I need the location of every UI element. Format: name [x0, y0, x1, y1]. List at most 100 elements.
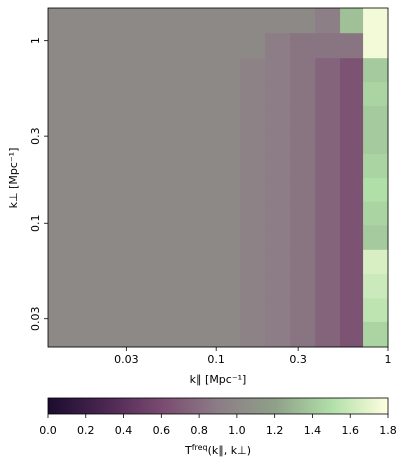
- heatmap-cell: [48, 129, 241, 155]
- heatmap-cell: [290, 321, 316, 348]
- y-tick-label: 0.3: [29, 127, 42, 145]
- heatmap-cell: [363, 153, 389, 179]
- heatmap-cell: [363, 249, 389, 275]
- heatmap-cell: [340, 8, 364, 34]
- heatmap-cell: [315, 57, 341, 83]
- heatmap-cell: [240, 273, 266, 299]
- heatmap-cell: [290, 105, 316, 131]
- heatmap-cell: [240, 249, 266, 275]
- heatmap-cell: [48, 57, 241, 83]
- heatmap-cell: [363, 201, 389, 226]
- heatmap-cell: [48, 201, 241, 226]
- heatmap-cell: [315, 8, 341, 34]
- heatmap-cell: [315, 105, 341, 131]
- heatmap-cell: [315, 32, 341, 59]
- colorbar: [47, 397, 389, 415]
- heatmap-cell: [363, 57, 389, 83]
- heatmap-cell: [265, 321, 291, 348]
- heatmap-cell: [265, 57, 291, 83]
- heatmap-cell: [340, 57, 364, 83]
- heatmap-cell: [240, 297, 266, 322]
- heatmap-cell: [48, 321, 241, 348]
- heatmap-cell: [48, 249, 241, 275]
- heatmap-cell: [240, 105, 266, 131]
- heatmap-cell: [265, 32, 291, 59]
- heatmap-cell: [340, 297, 364, 322]
- heatmap-cell: [363, 273, 389, 299]
- heatmap-cell: [315, 81, 341, 107]
- colorbar-tick-label: 1.2: [266, 424, 284, 437]
- colorbar-label: Tfreq(k∥, k⊥): [184, 443, 251, 458]
- heatmap-cell: [265, 297, 291, 322]
- heatmap-cell: [48, 273, 241, 299]
- x-tick-label: 0.03: [114, 353, 139, 366]
- colorbar-tick-label: 0.0: [39, 424, 57, 437]
- colorbar-label-base: T: [184, 444, 192, 457]
- heatmap-cell: [340, 32, 364, 59]
- heatmap-cell: [290, 8, 316, 34]
- heatmap-cell: [315, 177, 341, 202]
- heatmap-cell: [315, 321, 341, 348]
- heatmap-cell: [240, 177, 266, 202]
- heatmap-cell: [315, 249, 341, 275]
- heatmap-cell: [315, 224, 341, 250]
- heatmap-cell: [290, 224, 316, 250]
- heatmap-cell: [265, 8, 291, 34]
- plot-frame: [47, 7, 389, 348]
- heatmap-cell: [290, 177, 316, 202]
- heatmap-cell: [48, 177, 241, 202]
- heatmap-cell: [290, 57, 316, 83]
- heatmap-cell: [363, 105, 389, 131]
- heatmap-cell: [265, 201, 291, 226]
- heatmap-cell: [363, 297, 389, 322]
- heatmap-cell: [240, 201, 266, 226]
- colorbar-tick-label: 0.4: [115, 424, 133, 437]
- heatmap-cell: [240, 224, 266, 250]
- heatmap-cell: [340, 201, 364, 226]
- colorbar-tick-label: 0.8: [190, 424, 208, 437]
- heatmap-cell: [315, 153, 341, 179]
- heatmap-cell: [340, 321, 364, 348]
- heatmap-cell: [265, 129, 291, 155]
- heatmap-cell: [240, 32, 266, 59]
- colorbar-label-sup: freq: [192, 443, 208, 452]
- x-tick-label: 0.1: [207, 353, 225, 366]
- heatmap-cell: [290, 297, 316, 322]
- heatmap-cell: [340, 177, 364, 202]
- heatmap-cell: [240, 153, 266, 179]
- heatmap-cell: [340, 249, 364, 275]
- heatmap-cell: [290, 129, 316, 155]
- heatmap-cell: [240, 129, 266, 155]
- heatmap-cell: [240, 8, 266, 34]
- y-tick-label: 0.03: [29, 306, 42, 331]
- heatmap-cell: [265, 177, 291, 202]
- colorbar-tick-label: 0.6: [153, 424, 171, 437]
- x-tick-label: 1: [385, 353, 392, 366]
- heatmap-cell: [363, 32, 389, 59]
- heatmap-cell: [340, 153, 364, 179]
- heatmap-cell: [315, 201, 341, 226]
- heatmap-cell: [48, 297, 241, 322]
- heatmap-cell: [340, 81, 364, 107]
- y-tick-label: 0.1: [29, 215, 42, 233]
- heatmap-cell: [48, 105, 241, 131]
- heatmap-cell: [265, 249, 291, 275]
- heatmap-cell: [363, 81, 389, 107]
- heatmap-cell: [340, 273, 364, 299]
- heatmap-cell: [315, 273, 341, 299]
- heatmap-cell: [340, 224, 364, 250]
- heatmap-cell: [265, 105, 291, 131]
- heatmap-cell: [340, 105, 364, 131]
- heatmap-cell: [290, 81, 316, 107]
- heatmap-cell: [290, 249, 316, 275]
- heatmap-cell: [363, 177, 389, 202]
- colorbar-tick-label: 1.6: [341, 424, 359, 437]
- heatmap-cell: [340, 129, 364, 155]
- heatmap-cell: [240, 321, 266, 348]
- heatmap-cell: [315, 297, 341, 322]
- heatmap-cell: [290, 201, 316, 226]
- heatmap-cell: [265, 153, 291, 179]
- heatmap-cell: [240, 57, 266, 83]
